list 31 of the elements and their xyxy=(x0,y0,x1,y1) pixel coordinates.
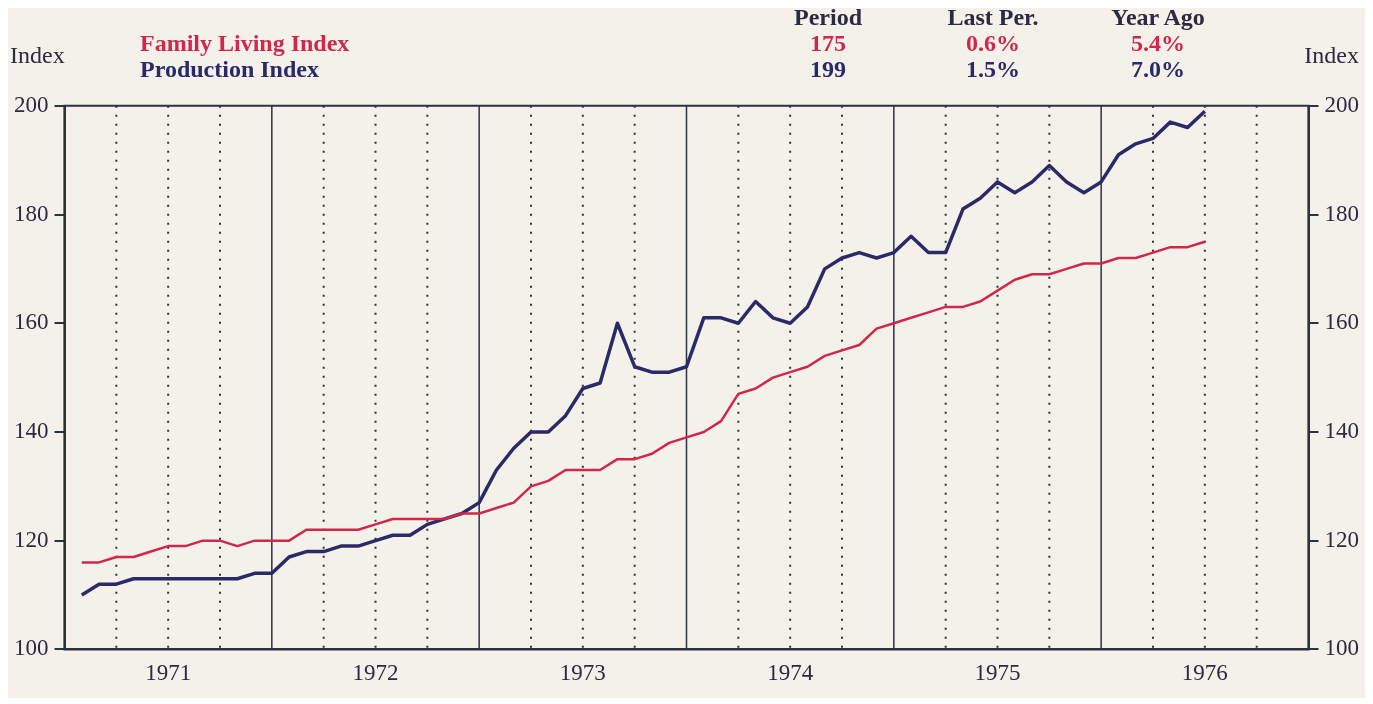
y-tick-label: 160 xyxy=(14,309,49,335)
y-tick-label: 180 xyxy=(14,200,49,226)
y-tick-label: 100 xyxy=(14,635,49,661)
y2-axis-title: Index xyxy=(1304,42,1359,69)
text: 0.6% xyxy=(966,30,1020,57)
y2-tick-label: 180 xyxy=(1324,200,1359,226)
y2-tick-label: 160 xyxy=(1324,309,1359,335)
y2-tick-label: 140 xyxy=(1324,418,1359,444)
text: Last Per. xyxy=(947,4,1039,31)
text: Family Living Index xyxy=(140,30,350,57)
x-tick-label: 1972 xyxy=(352,660,399,686)
text: Year Ago xyxy=(1111,4,1205,31)
text: Period xyxy=(794,4,862,31)
y-axis-title: Index xyxy=(10,42,65,69)
text: 1.5% xyxy=(966,56,1020,83)
y2-tick-label: 100 xyxy=(1324,635,1359,661)
y2-tick-label: 200 xyxy=(1324,91,1359,117)
x-tick-label: 1976 xyxy=(1181,660,1228,686)
text: Production Index xyxy=(140,56,319,83)
y2-tick-label: 120 xyxy=(1324,526,1359,552)
x-tick-label: 1971 xyxy=(145,660,192,686)
x-tick-label: 1975 xyxy=(974,660,1021,686)
text: 7.0% xyxy=(1131,56,1185,83)
y-tick-label: 200 xyxy=(14,91,49,117)
x-tick-label: 1974 xyxy=(767,660,814,686)
y-tick-label: 140 xyxy=(14,418,49,444)
text: 199 xyxy=(810,56,846,83)
text: 175 xyxy=(810,30,846,57)
y-tick-label: 120 xyxy=(14,526,49,552)
text: 5.4% xyxy=(1131,30,1185,57)
x-tick-label: 1973 xyxy=(559,660,606,686)
